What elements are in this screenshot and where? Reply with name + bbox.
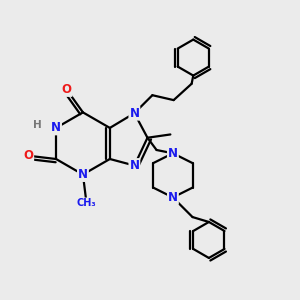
Text: N: N (168, 147, 178, 160)
Text: CH₃: CH₃ (76, 198, 96, 208)
Text: N: N (129, 107, 140, 120)
Text: N: N (51, 122, 61, 134)
Text: N: N (168, 191, 178, 204)
Text: N: N (78, 168, 88, 181)
Text: O: O (61, 83, 72, 96)
Text: H: H (33, 120, 41, 130)
Text: N: N (129, 159, 140, 172)
Text: O: O (23, 149, 33, 162)
